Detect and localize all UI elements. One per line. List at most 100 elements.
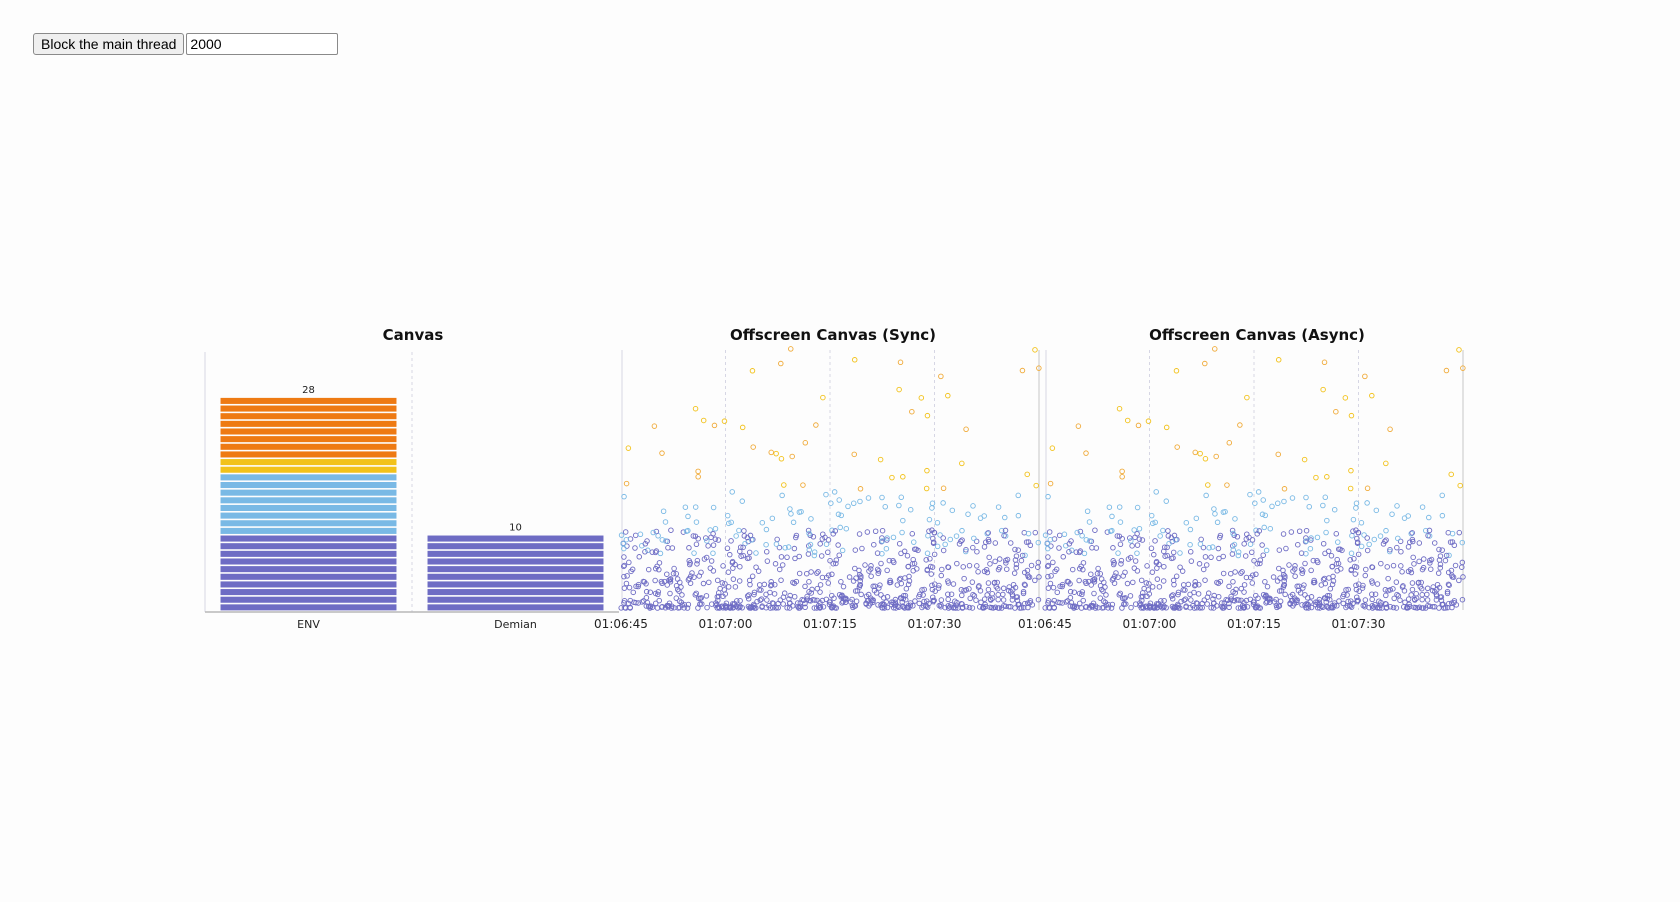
scatter-point xyxy=(739,424,746,431)
chart-title: Offscreen Canvas (Async) xyxy=(1149,326,1365,344)
scatter-point xyxy=(1420,564,1427,571)
scatter-point xyxy=(923,485,930,492)
scatter-point xyxy=(1205,482,1211,488)
scatter-point xyxy=(754,598,760,605)
scatter-point xyxy=(959,460,965,467)
scatter-point xyxy=(674,576,681,582)
scatter-point xyxy=(1056,545,1062,551)
scatter-point xyxy=(996,556,1003,562)
scatter-point xyxy=(780,594,787,600)
scatter-point xyxy=(971,535,977,542)
scatter-point xyxy=(1376,605,1383,611)
scatter-point xyxy=(768,582,775,588)
scatter-point xyxy=(1180,587,1187,593)
scatter-point xyxy=(828,500,834,506)
scatter-point xyxy=(773,605,779,611)
scatter-point xyxy=(1195,591,1202,597)
scatter-point xyxy=(652,600,659,607)
scatter-point xyxy=(659,450,665,456)
duration-input[interactable] xyxy=(186,33,339,55)
scatter-point xyxy=(736,604,743,611)
scatter-point xyxy=(985,536,992,543)
scatter-point xyxy=(953,533,960,539)
scatter-point xyxy=(773,450,779,457)
scatter-point xyxy=(650,529,656,536)
scatter-point xyxy=(857,498,863,505)
scatter-point xyxy=(970,503,976,509)
scatter-point xyxy=(704,604,710,611)
scatter-point xyxy=(1129,543,1135,549)
scatter-point xyxy=(960,564,966,570)
scatter-point xyxy=(1045,585,1052,591)
scatter-point xyxy=(1405,596,1412,602)
scatter-point xyxy=(1394,591,1400,598)
scatter-point xyxy=(1298,566,1305,573)
scatter-point xyxy=(1405,544,1412,550)
scatter-point xyxy=(865,495,872,501)
scatter-point xyxy=(1232,569,1238,575)
scatter-point xyxy=(1235,597,1242,603)
scatter-point xyxy=(1356,588,1362,594)
scatter-point xyxy=(1302,538,1309,545)
scatter-point xyxy=(945,564,951,570)
scatter-point xyxy=(1337,546,1343,552)
scatter-point xyxy=(1408,569,1415,576)
scatter-point xyxy=(925,532,931,539)
scatter-point xyxy=(1437,553,1444,559)
scatter-point xyxy=(1116,533,1123,540)
scatter-point xyxy=(899,599,905,605)
scatter-point xyxy=(1003,560,1009,566)
scatter-point xyxy=(647,589,654,595)
bar-segment xyxy=(220,466,397,473)
scatter-point xyxy=(1035,539,1042,546)
scatter-point xyxy=(1439,602,1446,608)
scatter-point xyxy=(877,582,883,588)
scatter-point xyxy=(1251,557,1257,564)
scatter-point xyxy=(1187,549,1194,555)
scatter-point xyxy=(1138,594,1145,600)
scatter-point xyxy=(924,566,931,573)
scatter-point xyxy=(1071,589,1078,595)
scatter-point xyxy=(1393,605,1400,611)
scatter-point xyxy=(1313,474,1319,481)
scatter-point xyxy=(1115,574,1121,580)
scatter-point xyxy=(973,597,979,603)
scatter-point xyxy=(1154,576,1161,582)
scatter-point xyxy=(701,556,708,562)
scatter-point xyxy=(852,588,859,594)
scatter-point xyxy=(992,558,998,565)
scatter-point xyxy=(958,587,965,593)
scatter-point xyxy=(1215,594,1222,600)
scatter-point xyxy=(1098,576,1105,582)
scatter-point xyxy=(1369,392,1375,399)
scatter-point xyxy=(685,513,691,520)
scatter-point xyxy=(840,598,846,605)
scatter-point xyxy=(1407,566,1414,573)
scatter-point xyxy=(852,603,859,609)
scatter-point xyxy=(758,596,765,602)
scatter-point xyxy=(1252,500,1258,506)
scatter-point xyxy=(1340,600,1347,607)
scatter-point xyxy=(1263,592,1269,599)
scatter-point xyxy=(621,598,628,604)
scatter-point xyxy=(622,604,628,611)
scatter-point xyxy=(980,605,986,611)
scatter-point xyxy=(1303,527,1310,534)
block-main-thread-button[interactable]: Block the main thread xyxy=(33,33,185,55)
scatter-point xyxy=(711,422,718,429)
bar-segment xyxy=(427,604,604,611)
scatter-point xyxy=(665,545,671,551)
scatter-point xyxy=(685,527,691,534)
scatter-point xyxy=(1035,559,1042,566)
scatter-point xyxy=(1059,600,1066,606)
scatter-point xyxy=(1320,576,1327,583)
scatter-point xyxy=(900,474,906,480)
scatter-point xyxy=(679,592,685,598)
scatter-point xyxy=(1153,558,1160,565)
scatter-point xyxy=(1212,346,1218,352)
scatter-point xyxy=(627,605,633,611)
scatter-point xyxy=(1193,515,1200,522)
scatter-point xyxy=(1354,597,1360,604)
scatter-point xyxy=(1271,599,1278,605)
scatter-point xyxy=(1361,532,1367,538)
